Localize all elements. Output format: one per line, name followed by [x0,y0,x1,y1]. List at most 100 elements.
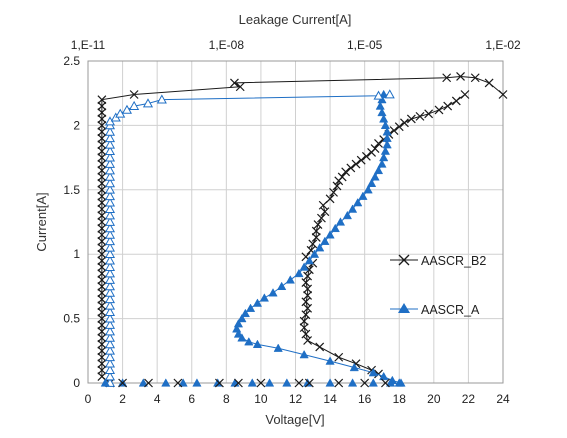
x2-tick-label: 1,E-02 [485,38,521,52]
data-point [97,120,107,130]
data-point [97,204,107,214]
data-point [377,159,387,168]
data-point [104,313,116,323]
data-point [351,159,361,169]
data-point [129,100,140,110]
data-point [97,211,107,220]
data-point [97,185,107,195]
data-point [97,301,107,311]
data-point [104,203,116,213]
data-point [330,223,340,233]
data-point [97,133,107,143]
data-point [104,261,116,271]
data-point [234,378,243,388]
data-point [259,293,269,302]
data-point [97,153,107,163]
data-point [311,233,321,242]
data-point [104,287,116,297]
data-point [443,101,453,111]
legend-label-b2: AASCR_B2 [421,254,486,268]
data-point [353,197,363,207]
data-point [97,108,107,117]
data-point [97,275,107,285]
data-point [97,243,107,253]
data-point [97,178,107,188]
data-point [97,172,107,182]
data-point [235,82,245,92]
data-point [97,314,107,324]
data-point [349,362,359,372]
data-point [178,378,188,387]
x-tick-label: 8 [223,392,230,406]
data-point [315,342,325,352]
data-point [252,339,263,348]
data-point [394,378,404,387]
data-point [456,72,465,81]
data-point [268,288,278,297]
data-point [363,185,373,194]
data-point [97,339,107,349]
data-point [301,278,311,287]
data-point [334,378,344,388]
x-tick-label: 24 [496,392,510,406]
data-point [97,281,107,291]
y-tick-label: 2 [73,118,80,132]
data-point [370,172,380,181]
data-point [498,90,508,99]
x-tick-label: 0 [85,392,92,406]
data-point [400,118,409,128]
data-point [97,294,107,304]
legend: AASCR_B2 AASCR_A [390,254,486,317]
data-point [233,329,244,338]
x-tick-label: 10 [254,392,268,406]
data-point [97,359,107,369]
data-point [97,346,107,356]
data-point [104,197,116,207]
data-point [379,89,389,99]
data-point [303,271,313,281]
data-point [325,194,335,204]
data-point [104,178,116,188]
x-tick-label: 4 [154,392,161,406]
data-point [97,320,107,330]
data-point [342,210,352,220]
data-point [346,163,356,173]
data-point [97,256,107,266]
data-point [104,152,116,162]
data-point [303,284,313,294]
data-point [104,165,116,175]
x-axis-title: Voltage[V] [265,412,324,427]
data-point [97,365,107,375]
data-point [382,133,392,142]
data-point [256,378,266,388]
data-point [118,378,128,388]
data-point [380,120,391,130]
data-point [232,324,242,333]
x-tick-label: 18 [393,392,407,406]
plot-frame [87,60,504,384]
data-point [97,191,107,201]
data-point [434,105,444,115]
data-point [104,191,116,201]
y-axis-ticks: 0 0.5 1 1.5 2 2.5 [63,54,80,390]
data-point [247,378,257,387]
data-point [97,333,107,343]
x-tick-label: 22 [462,392,476,406]
data-point [142,98,154,108]
x-axis-ticks: 0 2 4 6 8 10 12 14 16 18 20 22 24 [85,392,510,406]
data-point [317,213,326,223]
series-aascr-b2 [97,72,508,388]
data-point [129,90,139,99]
data-point [230,78,239,88]
data-point [97,230,107,240]
data-point [337,172,347,182]
data-point [264,378,275,387]
data-point [304,255,314,265]
data-point [384,89,395,99]
data-point [104,216,116,226]
y-tick-label: 0 [73,376,80,390]
data-point [104,352,116,362]
data-point [375,101,385,110]
y-axis-title: Current[A] [34,192,49,251]
